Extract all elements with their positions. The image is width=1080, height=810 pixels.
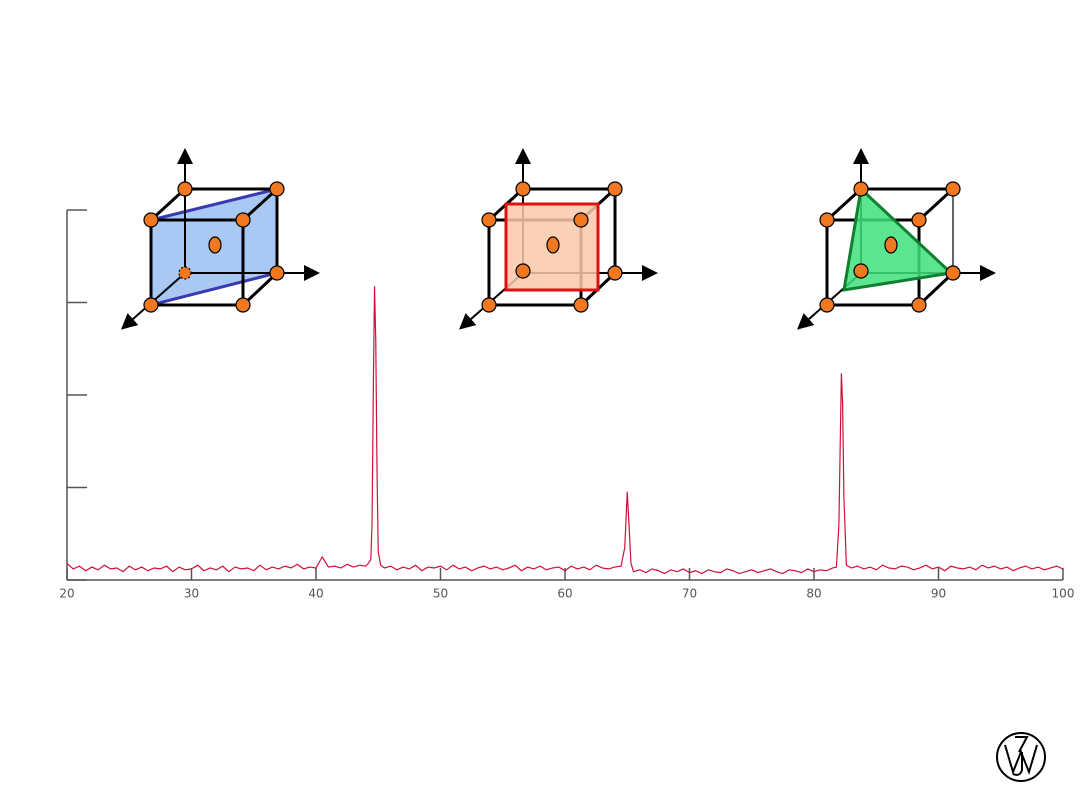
x-tick-label: 20 xyxy=(59,587,74,601)
logo xyxy=(996,732,1046,782)
diffraction-line xyxy=(66,286,1064,575)
cube-diagram-1 xyxy=(121,148,320,330)
x-tick-label: 60 xyxy=(557,587,572,601)
chart: 20 30 40 50 60 70 80 90 100 xyxy=(59,209,1075,601)
x-tick-label: 70 xyxy=(682,587,697,601)
x-tick-label: 100 xyxy=(1052,587,1075,601)
cube-diagram-3 xyxy=(797,148,996,330)
cube-diagram-2 xyxy=(459,148,658,330)
x-tick-label: 90 xyxy=(931,587,946,601)
x-tick-label: 80 xyxy=(806,587,821,601)
x-tick-label: 50 xyxy=(433,587,448,601)
x-tick-label: 40 xyxy=(308,587,323,601)
x-tick-label: 30 xyxy=(184,587,199,601)
